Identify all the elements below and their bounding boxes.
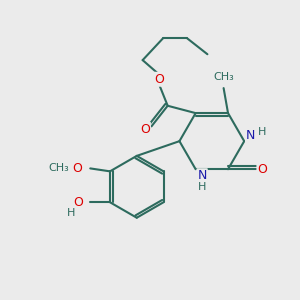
Text: O: O [154,73,164,86]
Text: N: N [197,169,207,182]
Text: O: O [72,162,82,175]
Text: O: O [74,196,83,209]
Text: H: H [258,127,267,137]
Text: CH₃: CH₃ [213,72,234,82]
Text: O: O [140,123,150,136]
Text: O: O [257,163,267,176]
Text: H: H [67,208,75,218]
Text: N: N [246,129,255,142]
Text: CH₃: CH₃ [48,164,69,173]
Text: H: H [198,182,206,192]
